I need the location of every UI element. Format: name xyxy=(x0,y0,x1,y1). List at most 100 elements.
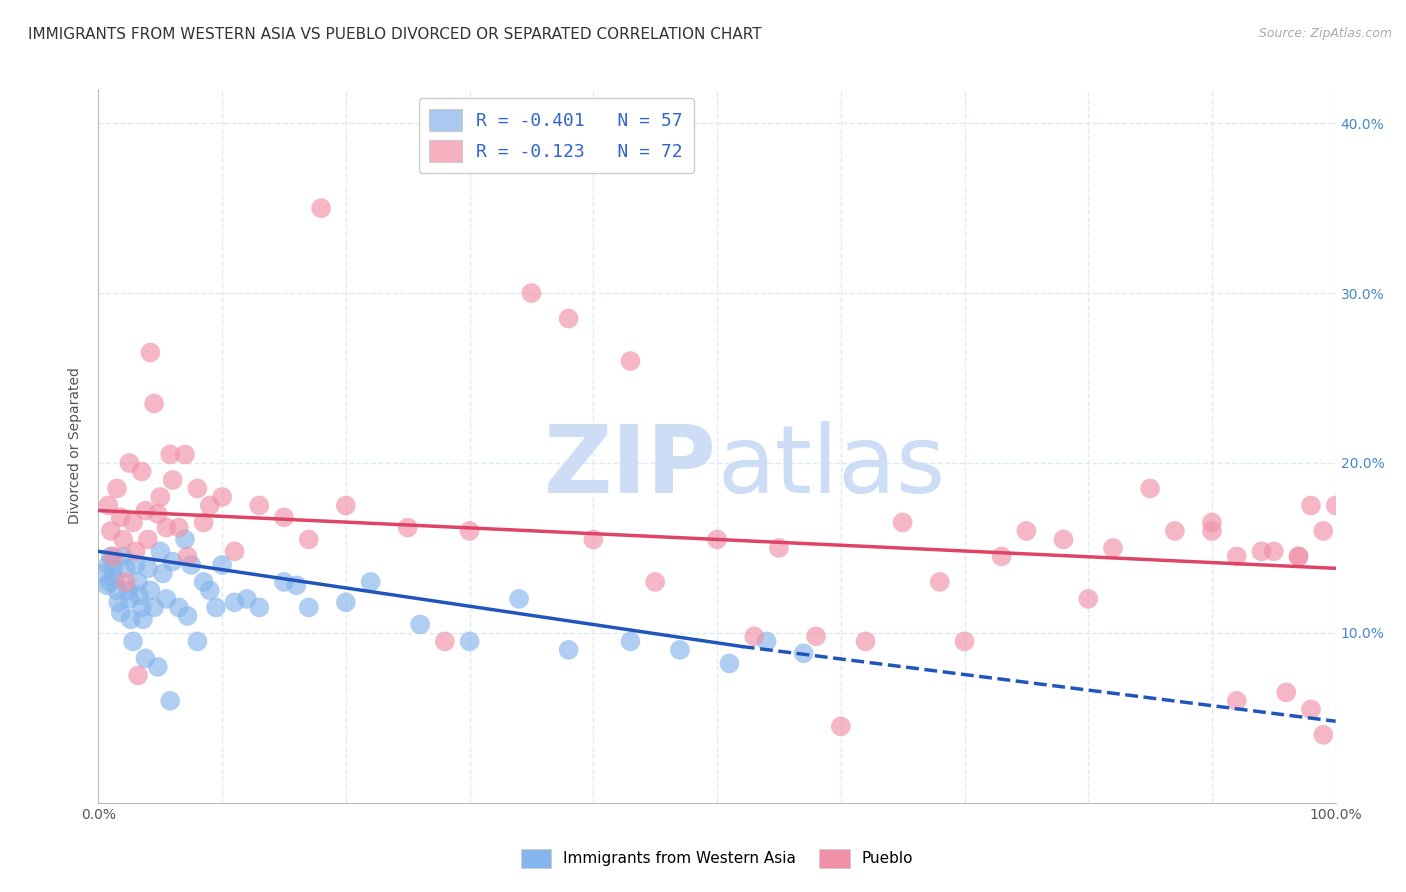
Point xyxy=(118,591,141,606)
Point xyxy=(891,516,914,530)
Point xyxy=(755,634,778,648)
Point xyxy=(146,660,169,674)
Point xyxy=(1288,549,1310,564)
Text: Source: ZipAtlas.com: Source: ZipAtlas.com xyxy=(1258,27,1392,40)
Point xyxy=(136,561,159,575)
Point xyxy=(1324,499,1347,513)
Point xyxy=(176,608,198,623)
Point xyxy=(1299,499,1322,513)
Point xyxy=(928,574,950,589)
Point xyxy=(433,634,456,648)
Point xyxy=(409,617,432,632)
Point xyxy=(143,396,166,410)
Point xyxy=(93,566,115,581)
Y-axis label: Divorced or Separated: Divorced or Separated xyxy=(69,368,83,524)
Point xyxy=(953,634,976,648)
Point xyxy=(1275,685,1298,699)
Point xyxy=(458,524,481,538)
Point xyxy=(742,629,765,643)
Point xyxy=(804,629,827,643)
Point xyxy=(247,499,270,513)
Point xyxy=(1312,524,1334,538)
Point xyxy=(122,634,145,648)
Point xyxy=(1015,524,1038,538)
Point xyxy=(139,583,162,598)
Point xyxy=(107,595,129,609)
Point xyxy=(211,490,233,504)
Point xyxy=(285,578,308,592)
Point xyxy=(396,520,419,534)
Point xyxy=(127,574,149,589)
Point xyxy=(669,643,692,657)
Point xyxy=(1250,544,1272,558)
Point xyxy=(139,345,162,359)
Point xyxy=(855,634,877,648)
Point xyxy=(1299,702,1322,716)
Point xyxy=(1164,524,1187,538)
Text: atlas: atlas xyxy=(717,421,945,514)
Point xyxy=(97,558,120,572)
Point xyxy=(1263,544,1285,558)
Point xyxy=(110,606,132,620)
Point xyxy=(114,561,136,575)
Point xyxy=(124,544,146,558)
Point xyxy=(162,555,184,569)
Point xyxy=(112,549,135,564)
Point xyxy=(557,643,579,657)
Point xyxy=(134,503,156,517)
Point xyxy=(103,561,125,575)
Point xyxy=(103,549,125,564)
Point xyxy=(830,719,852,733)
Point xyxy=(105,583,128,598)
Point xyxy=(619,354,641,368)
Point xyxy=(273,510,295,524)
Point xyxy=(718,657,741,671)
Point xyxy=(167,520,190,534)
Point xyxy=(793,646,815,660)
Point xyxy=(134,651,156,665)
Point xyxy=(128,589,150,603)
Point xyxy=(360,574,382,589)
Point xyxy=(155,591,177,606)
Point xyxy=(644,574,666,589)
Point xyxy=(174,533,197,547)
Point xyxy=(309,201,332,215)
Point xyxy=(103,572,125,586)
Point xyxy=(298,533,321,547)
Point xyxy=(159,694,181,708)
Point xyxy=(335,499,357,513)
Point xyxy=(1102,541,1125,555)
Text: ZIP: ZIP xyxy=(544,421,717,514)
Point xyxy=(458,634,481,648)
Point xyxy=(193,574,215,589)
Point xyxy=(155,520,177,534)
Point xyxy=(159,448,181,462)
Point xyxy=(96,578,118,592)
Point xyxy=(98,574,121,589)
Point xyxy=(180,558,202,572)
Point xyxy=(176,549,198,564)
Point xyxy=(132,612,155,626)
Point xyxy=(1201,516,1223,530)
Point xyxy=(124,558,146,572)
Point xyxy=(122,516,145,530)
Point xyxy=(1077,591,1099,606)
Point xyxy=(1201,524,1223,538)
Point xyxy=(120,612,142,626)
Point xyxy=(298,600,321,615)
Point xyxy=(520,286,543,301)
Point xyxy=(768,541,790,555)
Point xyxy=(146,507,169,521)
Point xyxy=(136,533,159,547)
Point xyxy=(619,634,641,648)
Point xyxy=(335,595,357,609)
Point xyxy=(131,600,153,615)
Point xyxy=(97,499,120,513)
Legend: Immigrants from Western Asia, Pueblo: Immigrants from Western Asia, Pueblo xyxy=(515,843,920,873)
Point xyxy=(167,600,190,615)
Point xyxy=(1052,533,1074,547)
Point xyxy=(174,448,197,462)
Point xyxy=(186,634,208,648)
Point xyxy=(198,583,221,598)
Point xyxy=(105,482,128,496)
